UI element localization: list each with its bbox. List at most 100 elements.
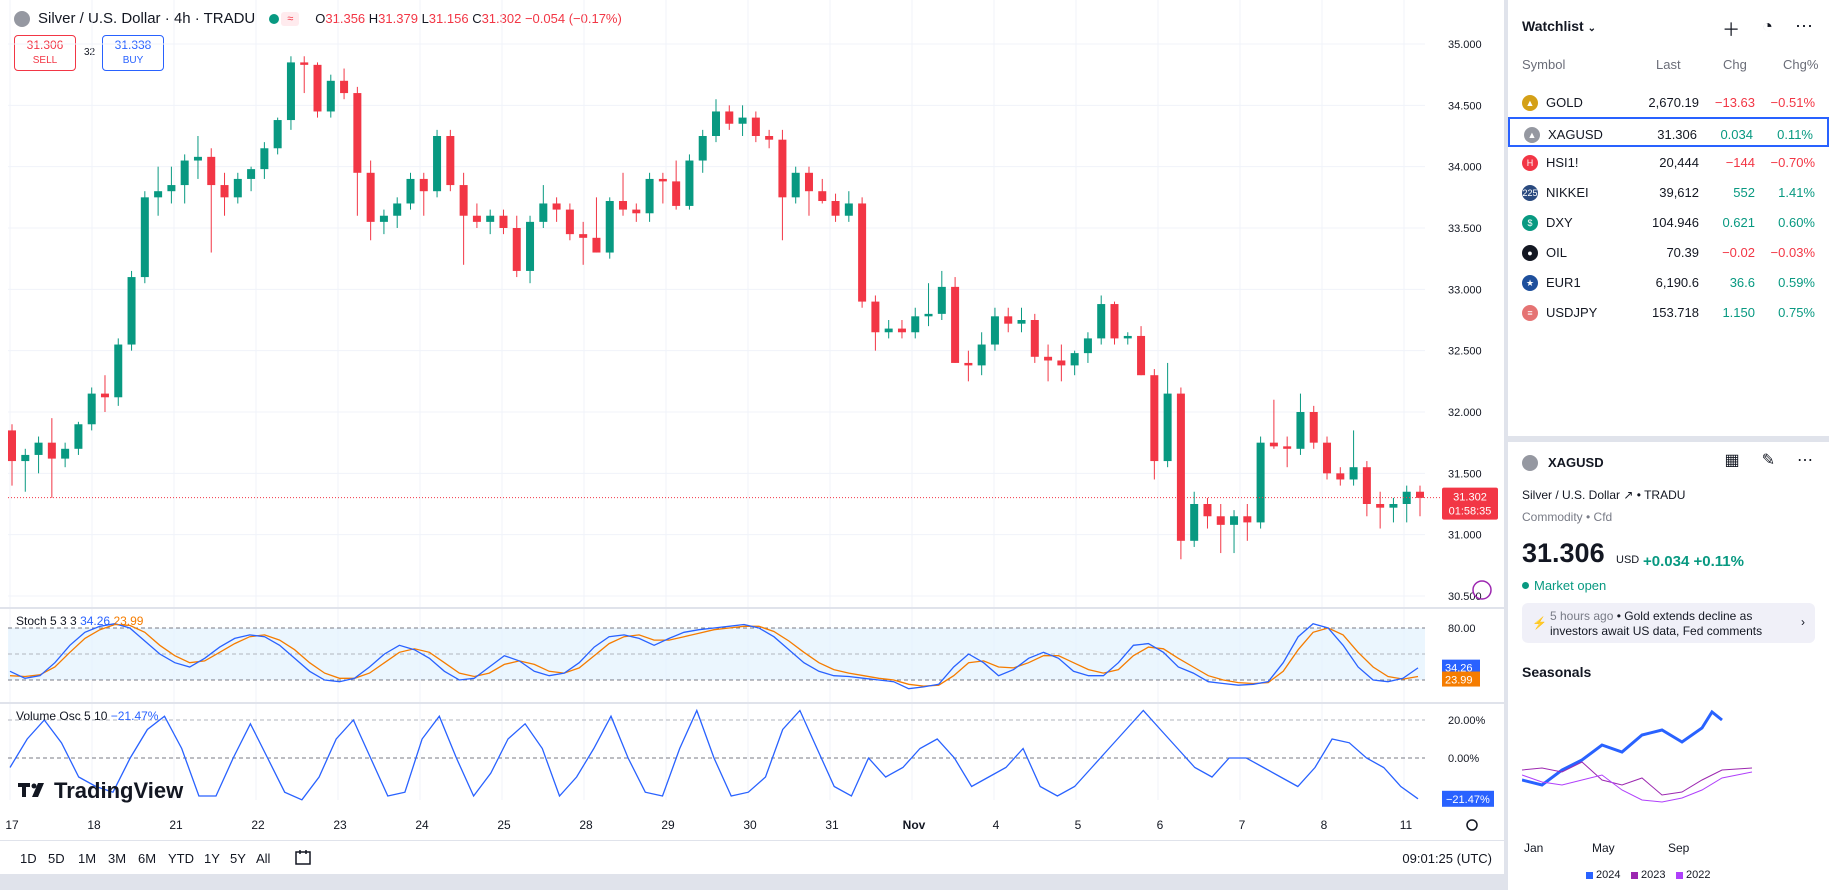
delayed-data-icon[interactable]: ≈ xyxy=(281,11,300,26)
candle xyxy=(990,307,999,351)
market-status[interactable]: Market open xyxy=(1522,578,1606,593)
candle-body xyxy=(300,62,309,65)
price-chart[interactable]: 31.302 01:58:35 35.000 34.500 34.000 33.500 33… xyxy=(0,0,1504,840)
candle-body xyxy=(605,201,614,253)
candle xyxy=(897,320,906,339)
watchlist-row[interactable]: ≡ USDJPY 153.718 1.150 0.75% xyxy=(1508,297,1829,327)
chart-panel[interactable]: Silver / U.S. Dollar · 4h · TRADU ≈ O31.… xyxy=(0,0,1508,874)
range-1d[interactable]: 1D xyxy=(20,851,37,866)
watchlist-row[interactable]: 225 NIKKEI 39,612 552 1.41% xyxy=(1508,177,1829,207)
candle xyxy=(685,154,694,210)
candle xyxy=(1097,295,1106,345)
legend-2024[interactable]: 2024 xyxy=(1586,869,1620,881)
wl-chg: 1.150 xyxy=(1722,305,1755,320)
wl-chgp: 0.75% xyxy=(1778,305,1815,320)
seasonals-title[interactable]: Seasonals xyxy=(1522,664,1592,680)
candle xyxy=(21,448,30,492)
candle-body xyxy=(831,201,840,216)
candle-body xyxy=(87,393,96,425)
candle xyxy=(34,436,43,474)
watchlist-row[interactable]: ★ EUR1 6,190.6 36.6 0.59% xyxy=(1508,267,1829,297)
candle xyxy=(698,129,707,173)
stoch-d-line xyxy=(9,623,1419,687)
range-3m[interactable]: 3M xyxy=(108,851,127,866)
watchlist-row[interactable]: $ DXY 104.946 0.621 0.60% xyxy=(1508,207,1829,237)
watchlist-row[interactable]: ● OIL 70.39 −0.02 −0.03% xyxy=(1508,237,1829,267)
volosc-legend[interactable]: Volume Osc 5 10 −21.47% xyxy=(16,709,159,723)
price-axis-label: 32.000 xyxy=(1448,407,1482,419)
candle-body xyxy=(658,178,667,182)
candle xyxy=(1230,510,1239,554)
candle xyxy=(472,203,481,228)
wl-last: 70.39 xyxy=(1666,245,1699,260)
range-1y[interactable]: 1Y xyxy=(204,851,220,866)
wl-chg: 0.621 xyxy=(1722,215,1755,230)
wl-symbol: HSI1! xyxy=(1546,155,1579,170)
wl-chg: 36.6 xyxy=(1729,275,1755,290)
watchlist-row[interactable]: ▲ GOLD 2,670.19 −13.63 −0.51% xyxy=(1508,87,1829,117)
range-5d[interactable]: 5D xyxy=(48,851,65,866)
candle-body xyxy=(1256,442,1265,523)
candle xyxy=(565,203,574,241)
time-axis-label: Nov xyxy=(902,818,926,832)
range-ytd[interactable]: YTD xyxy=(168,851,194,866)
volosc-tag-text: −21.47% xyxy=(1446,794,1490,806)
col-chg[interactable]: Chg xyxy=(1723,57,1747,72)
goto-date-icon[interactable] xyxy=(294,849,314,867)
range-6m[interactable]: 6M xyxy=(138,851,157,866)
candle-body xyxy=(193,156,202,161)
candle-body xyxy=(366,172,375,222)
more-icon[interactable]: ⋯ xyxy=(1795,16,1813,36)
col-chgp[interactable]: Chg% xyxy=(1783,57,1819,72)
wl-chgp: −0.03% xyxy=(1770,245,1815,260)
col-symbol[interactable]: Symbol xyxy=(1522,57,1566,72)
time-axis-label: 24 xyxy=(415,818,429,832)
add-symbol-icon[interactable]: ＋ xyxy=(1722,20,1741,40)
layout-icon[interactable]: ▦ xyxy=(1724,452,1740,469)
candle-body xyxy=(100,393,109,398)
candle xyxy=(778,129,787,241)
candle xyxy=(207,148,216,253)
range-1m[interactable]: 1M xyxy=(78,851,97,866)
sell-label: SELL xyxy=(32,55,58,66)
price-axis-label: 33.000 xyxy=(1448,284,1482,296)
edit-icon[interactable]: ✎ xyxy=(1761,452,1775,469)
wl-chg: 552 xyxy=(1733,185,1755,200)
candle-body xyxy=(1097,304,1106,339)
candle-body xyxy=(791,172,800,198)
clock[interactable]: 09:01:25 (UTC) xyxy=(1402,851,1492,866)
time-axis-label: 11 xyxy=(1399,818,1413,832)
candle xyxy=(712,99,720,143)
status-badges[interactable]: ≈ xyxy=(269,11,300,26)
candle xyxy=(486,209,495,235)
candle xyxy=(1336,467,1345,486)
candle xyxy=(247,166,256,192)
buy-button[interactable]: 31.338 BUY xyxy=(102,35,164,71)
candle-body xyxy=(1163,393,1172,462)
legend-2022[interactable]: 2022 xyxy=(1676,869,1710,881)
sell-button[interactable]: 31.306 SELL xyxy=(14,35,76,71)
advanced-view-icon[interactable]: ◔ xyxy=(1762,16,1773,36)
watchlist-row[interactable]: H HSI1! 20,444 −144 −0.70% xyxy=(1508,147,1829,177)
candle-body xyxy=(579,234,588,238)
news-item[interactable]: ⚡ 5 hours ago • Gold extends decline as … xyxy=(1522,603,1815,643)
legend-2023[interactable]: 2023 xyxy=(1631,869,1665,881)
col-last[interactable]: Last xyxy=(1656,57,1681,72)
candle-body xyxy=(1030,320,1039,357)
stoch-legend[interactable]: Stoch 5 3 3 34.26 23.99 xyxy=(16,614,144,628)
candle xyxy=(1083,332,1092,363)
candle-body xyxy=(1336,473,1345,480)
candle-body xyxy=(1176,393,1185,541)
candle-body xyxy=(565,209,574,235)
candle xyxy=(658,172,667,204)
detail-symbol[interactable]: XAGUSD xyxy=(1548,455,1604,470)
watchlist-title[interactable]: Watchlist ⌄ xyxy=(1522,18,1596,34)
candle-body xyxy=(167,185,176,192)
seasonals-chart[interactable] xyxy=(1522,690,1782,830)
wl-symbol: DXY xyxy=(1546,215,1573,230)
range-5y[interactable]: 5Y xyxy=(230,851,246,866)
range-all[interactable]: All xyxy=(256,851,271,866)
watchlist-row[interactable]: ▲ XAGUSD 31.306 0.034 0.11% xyxy=(1508,117,1829,147)
wl-last: 20,444 xyxy=(1659,155,1699,170)
more-icon[interactable]: ⋯ xyxy=(1797,452,1813,469)
